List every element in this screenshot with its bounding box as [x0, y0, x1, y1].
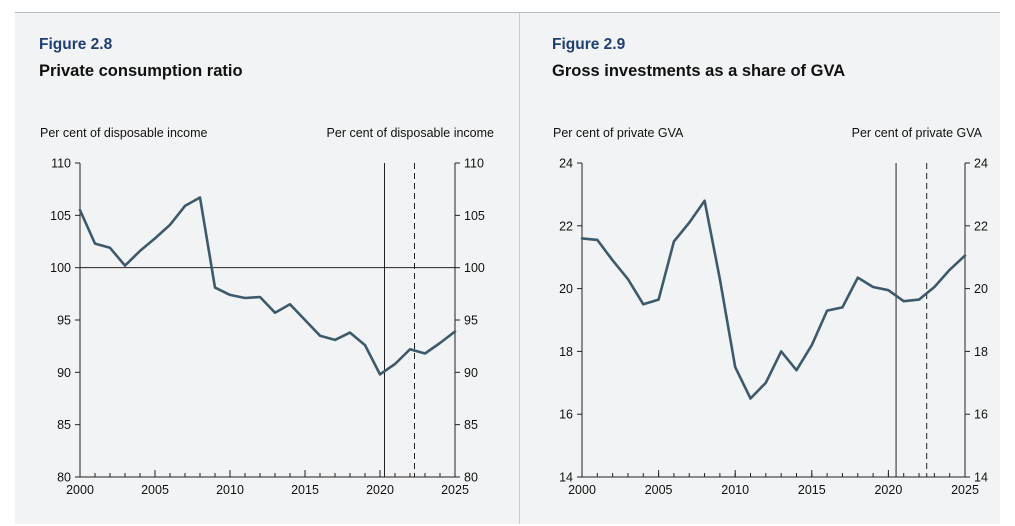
- right-y-tick-label: 80: [464, 471, 478, 485]
- left-axis-unit-left-chart: Per cent of disposable income: [40, 126, 208, 140]
- x-tick-label: 2010: [721, 483, 749, 497]
- left-axis-unit-right-chart: Per cent of private GVA: [553, 126, 684, 140]
- x-tick-label: 2025: [951, 483, 979, 497]
- x-tick-label: 2000: [568, 483, 596, 497]
- right-y-tick-label: 100: [464, 261, 485, 275]
- series-line: [78, 196, 457, 376]
- right-y-tick-label: 16: [974, 408, 988, 422]
- right-y-tick-label: 22: [974, 219, 988, 233]
- left-y-tick-label: 100: [50, 261, 71, 275]
- left-y-tick-label: 110: [51, 157, 71, 171]
- figure-number-right: Figure 2.9: [552, 36, 626, 53]
- left-y-tick-label: 95: [57, 314, 71, 328]
- left-y-tick-label: 24: [559, 157, 573, 171]
- right-y-tick-label: 18: [974, 345, 988, 359]
- right-y-tick-label: 95: [464, 314, 478, 328]
- left-y-tick-label: 90: [57, 366, 71, 380]
- x-tick-label: 2020: [874, 483, 902, 497]
- left-y-tick-label: 18: [559, 345, 573, 359]
- left-y-tick-label: 80: [57, 471, 71, 485]
- figure-panel-right: [520, 13, 1000, 524]
- right-axis-unit-right-chart: Per cent of private GVA: [851, 126, 982, 140]
- right-y-tick-label: 105: [464, 209, 485, 223]
- x-tick-label: 2025: [441, 483, 469, 497]
- panel-divider: [519, 13, 520, 524]
- left-y-tick-label: 16: [559, 408, 573, 422]
- right-y-tick-label: 85: [464, 418, 478, 432]
- right-y-tick-label: 24: [974, 157, 988, 171]
- left-y-tick-label: 105: [50, 209, 71, 223]
- top-rule: [15, 12, 1000, 13]
- right-y-tick-label: 14: [974, 471, 988, 485]
- left-y-tick-label: 20: [559, 282, 573, 296]
- x-tick-label: 2005: [141, 483, 169, 497]
- figure-number-left: Figure 2.8: [39, 36, 113, 53]
- right-axis-unit-left-chart: Per cent of disposable income: [326, 126, 494, 140]
- x-tick-label: 2015: [291, 483, 319, 497]
- figure-title-right: Gross investments as a share of GVA: [552, 62, 846, 80]
- x-tick-label: 2020: [366, 483, 394, 497]
- series-line: [580, 199, 967, 400]
- x-tick-label: 2015: [798, 483, 826, 497]
- right-y-tick-label: 20: [974, 282, 988, 296]
- x-tick-label: 2005: [645, 483, 673, 497]
- left-y-tick-label: 14: [559, 471, 573, 485]
- figure-title-left: Private consumption ratio: [39, 62, 243, 80]
- x-tick-label: 2000: [66, 483, 94, 497]
- left-y-tick-label: 22: [559, 219, 573, 233]
- right-y-tick-label: 90: [464, 366, 478, 380]
- left-y-tick-label: 85: [57, 418, 71, 432]
- figure-panel-left: [15, 13, 519, 524]
- x-tick-label: 2010: [216, 483, 244, 497]
- right-y-tick-label: 110: [464, 157, 484, 171]
